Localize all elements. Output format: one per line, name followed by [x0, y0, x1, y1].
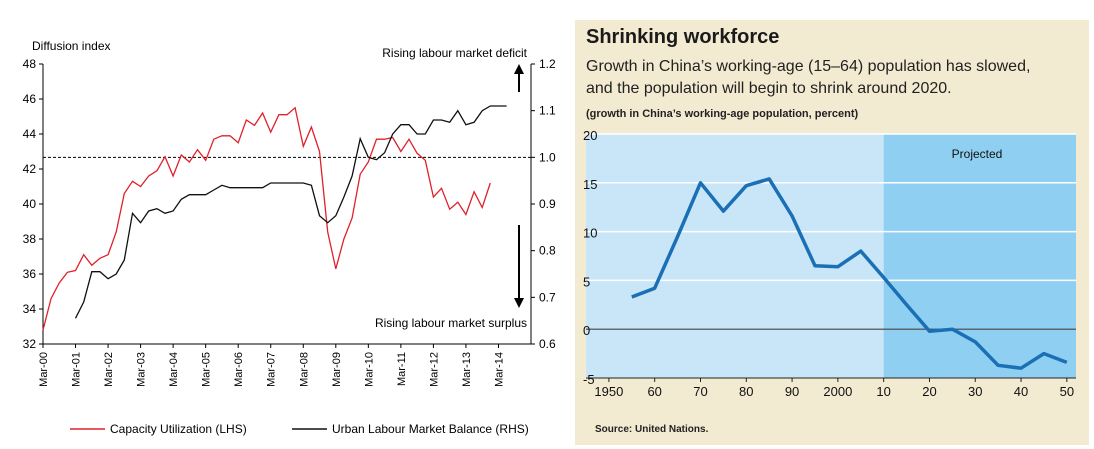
left-legend: Capacity Utilization (LHS) Urban Labour …: [70, 422, 529, 436]
right-x-tick-label: 20: [922, 384, 936, 399]
x-tick-label: Mar-07: [266, 352, 278, 387]
right-x-tick-label: 90: [785, 384, 799, 399]
working-age-growth-chart: Projected -5 0 5 10 15 20 1950 60 70 80 90 2000 10 20…: [583, 128, 1076, 399]
left-y-tick-label: 36: [23, 267, 37, 281]
right-x-tick-label: 30: [968, 384, 982, 399]
annotation-deficit: Rising labour market deficit: [382, 46, 527, 60]
left-y-tick-label: 38: [23, 232, 37, 246]
arrow-down-icon: [514, 225, 524, 308]
x-tick-label: Mar-06: [233, 352, 245, 387]
x-tick-label: Mar-03: [136, 352, 148, 387]
x-tick-label: Mar-01: [71, 352, 83, 387]
source-note: Source: United Nations.: [595, 424, 709, 435]
right-y-tick-label: -5: [583, 372, 595, 387]
left-y-axis-title: Diffusion index: [32, 39, 111, 53]
right-y-tick-label: 10: [583, 226, 597, 241]
arrow-up-icon: [514, 64, 524, 92]
right-y-tick-label: 1.1: [539, 104, 556, 118]
right-y-tick-label: 15: [583, 177, 597, 192]
left-y-tick-label: 42: [23, 162, 37, 176]
left-y-tick-label: 32: [23, 337, 37, 351]
panel-subtitle-line-2: and the population will begin to shrink …: [586, 80, 952, 97]
right-y-tick-label: 0.7: [539, 290, 556, 304]
right-y-tick-label: 5: [583, 274, 590, 289]
right-x-tick-label: 10: [876, 384, 890, 399]
left-y-tick-label: 34: [23, 302, 37, 316]
x-tick-label: Mar-05: [201, 352, 213, 387]
right-y-tick-label: 0: [583, 323, 590, 338]
legend-label-capacity: Capacity Utilization (LHS): [110, 422, 247, 436]
x-tick-label: Mar-13: [461, 352, 473, 387]
right-x-tick-label: 40: [1014, 384, 1028, 399]
right-x-tick-label: 2000: [823, 384, 852, 399]
capacity-utilization-line: [42, 106, 491, 331]
projected-region: [883, 134, 1076, 378]
panel-title: Shrinking workforce: [586, 26, 780, 48]
x-tick-label: Mar-00: [38, 352, 50, 387]
left-y-tick-label: 40: [23, 197, 37, 211]
right-x-tick-label: 50: [1060, 384, 1074, 399]
right-y-tick-label: 0.8: [539, 244, 556, 258]
x-tick-label: Mar-09: [331, 352, 343, 387]
x-tick-label: Mar-10: [363, 352, 375, 387]
x-tick-label: Mar-11: [396, 352, 408, 386]
unit-note: (growth in China’s working-age populatio…: [586, 108, 859, 120]
left-y-tick-label: 48: [23, 57, 37, 71]
panel-subtitle-line-1: Growth in China’s working-age (15–64) po…: [586, 58, 1031, 75]
working-age-growth-line: [631, 177, 1068, 370]
x-tick-label: Mar-14: [493, 352, 505, 387]
x-tick-label: Mar-08: [298, 352, 310, 387]
x-tick-label: Mar-02: [103, 352, 115, 387]
projected-label: Projected: [952, 147, 1003, 161]
right-x-tick-label: 60: [647, 384, 661, 399]
right-x-tick-label: 80: [739, 384, 753, 399]
capacity-labour-chart: Diffusion index Rising labour market def…: [23, 39, 556, 436]
annotation-surplus: Rising labour market surplus: [375, 316, 527, 330]
labour-market-balance-line: [74, 105, 507, 319]
historic-region: [586, 134, 884, 378]
right-x-tick-label: 70: [693, 384, 707, 399]
right-y-tick-label: 1.0: [539, 150, 556, 164]
right-y-tick-label: 1.2: [539, 57, 556, 71]
left-y-tick-label: 44: [23, 127, 37, 141]
left-y-tick-label: 46: [23, 92, 37, 106]
x-tick-label: Mar-04: [168, 352, 180, 387]
right-x-tick-label: 1950: [594, 384, 623, 399]
x-tick-label: Mar-12: [428, 352, 440, 387]
right-y-tick-label: 0.9: [539, 197, 556, 211]
legend-label-balance: Urban Labour Market Balance (RHS): [332, 422, 529, 436]
right-y-tick-label: 20: [583, 128, 597, 143]
right-y-tick-label: 0.6: [539, 337, 556, 351]
